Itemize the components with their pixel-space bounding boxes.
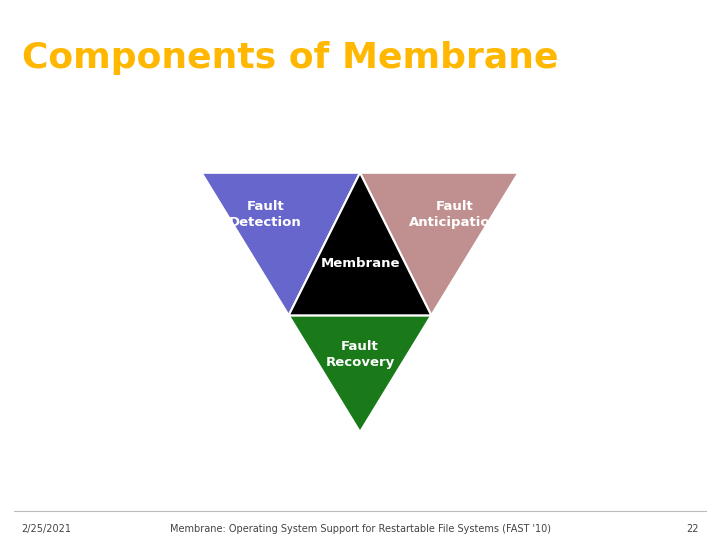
Text: Membrane: Membrane [320,257,400,271]
Text: Fault
Anticipation: Fault Anticipation [409,200,500,229]
Text: Components of Membrane: Components of Membrane [22,41,558,75]
Text: Fault
Recovery: Fault Recovery [325,340,395,369]
Polygon shape [289,315,431,432]
Text: Membrane: Operating System Support for Restartable File Systems (FAST '10): Membrane: Operating System Support for R… [169,524,551,534]
Polygon shape [360,173,518,315]
Polygon shape [289,173,431,315]
Text: 22: 22 [686,524,698,534]
Text: 2/25/2021: 2/25/2021 [22,524,71,534]
Text: Fault
Detection: Fault Detection [229,200,302,229]
Polygon shape [202,173,360,315]
